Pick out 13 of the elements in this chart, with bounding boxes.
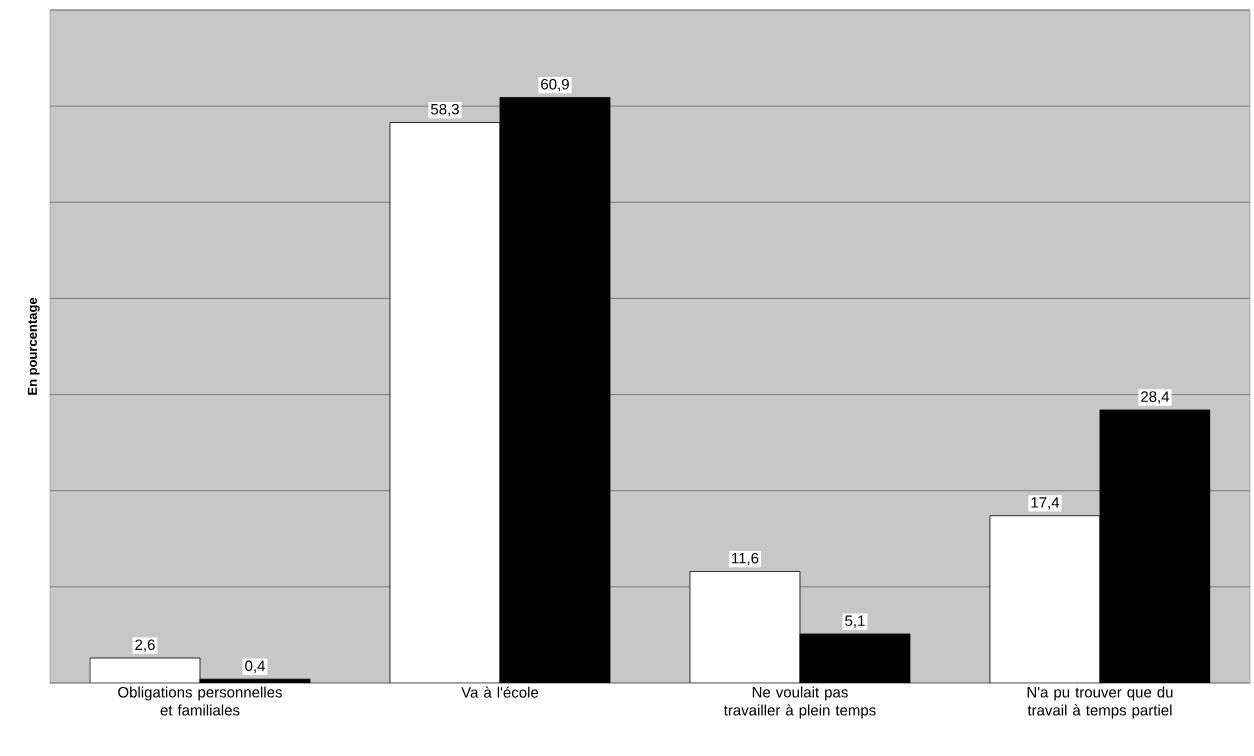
data-label: 0,4 (245, 660, 265, 673)
data-label: 58,3 (430, 103, 459, 117)
y-axis-title: En pourcentage (27, 297, 40, 395)
data-label: 5,1 (845, 615, 865, 628)
x-tick-label: Va à l'école (461, 686, 539, 698)
data-label: 2,6 (135, 639, 155, 652)
x-tick-label: N'a pu trouver que du travail à temps partiel (1027, 686, 1173, 719)
data-label: 17,4 (1031, 497, 1060, 510)
x-tick-label: Ne voulait pas travailler à plein temps (723, 686, 876, 719)
data-label: 60,9 (541, 78, 569, 92)
data-label: 11,6 (732, 552, 759, 566)
x-tick-label: Obligations personnelles et familiales (118, 686, 282, 716)
data-label: 28,4 (1141, 391, 1170, 404)
